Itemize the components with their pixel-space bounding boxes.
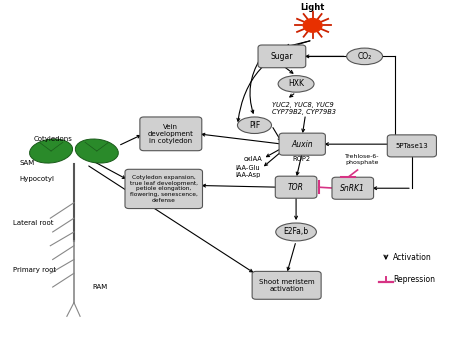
- Text: ROP2: ROP2: [293, 156, 311, 161]
- Circle shape: [303, 18, 322, 32]
- Text: Light: Light: [301, 2, 325, 11]
- Text: Primary root: Primary root: [12, 267, 55, 273]
- Text: Repression: Repression: [393, 275, 435, 284]
- Text: CO₂: CO₂: [357, 52, 372, 61]
- Text: Auxin: Auxin: [292, 140, 313, 149]
- Text: RAM: RAM: [93, 284, 108, 290]
- Ellipse shape: [29, 139, 73, 163]
- Text: SAM: SAM: [19, 160, 35, 166]
- Text: Vein
development
in cotyledon: Vein development in cotyledon: [148, 124, 194, 144]
- Text: Shoot meristem
activation: Shoot meristem activation: [259, 279, 314, 292]
- Text: Activation: Activation: [393, 253, 432, 262]
- Text: E2Fa,b: E2Fa,b: [283, 228, 309, 236]
- FancyBboxPatch shape: [275, 176, 317, 198]
- FancyBboxPatch shape: [252, 271, 321, 299]
- Ellipse shape: [346, 48, 383, 65]
- Text: TOR: TOR: [288, 183, 304, 192]
- Text: Cotyledon expansion,
true leaf development,
petiole elongation,
flowering, senes: Cotyledon expansion, true leaf developme…: [130, 175, 198, 203]
- Ellipse shape: [75, 139, 118, 163]
- FancyBboxPatch shape: [332, 177, 374, 199]
- Ellipse shape: [278, 76, 314, 92]
- Text: Lateral root: Lateral root: [12, 220, 53, 226]
- FancyBboxPatch shape: [258, 45, 306, 68]
- Text: Cotyledons: Cotyledons: [34, 136, 73, 142]
- Text: IAA-Glu
IAA-Asp: IAA-Glu IAA-Asp: [236, 165, 261, 178]
- Text: SnRK1: SnRK1: [340, 184, 365, 193]
- Ellipse shape: [276, 223, 317, 241]
- FancyBboxPatch shape: [140, 117, 202, 151]
- Text: YUC2, YUC8, YUC9
CYP79B2, CYP79B3: YUC2, YUC8, YUC9 CYP79B2, CYP79B3: [273, 102, 337, 114]
- Text: PIF: PIF: [249, 121, 260, 130]
- Ellipse shape: [237, 117, 272, 134]
- Text: Hypocotyl: Hypocotyl: [19, 176, 55, 182]
- FancyBboxPatch shape: [279, 133, 325, 155]
- Text: 5PTase13: 5PTase13: [395, 143, 428, 149]
- FancyBboxPatch shape: [387, 135, 437, 157]
- Text: Trehlose-6-
phosphate: Trehlose-6- phosphate: [345, 154, 380, 165]
- Text: HXK: HXK: [288, 79, 304, 88]
- FancyBboxPatch shape: [125, 169, 202, 208]
- Text: oxIAA: oxIAA: [244, 156, 263, 161]
- Text: Sugar: Sugar: [271, 52, 293, 61]
